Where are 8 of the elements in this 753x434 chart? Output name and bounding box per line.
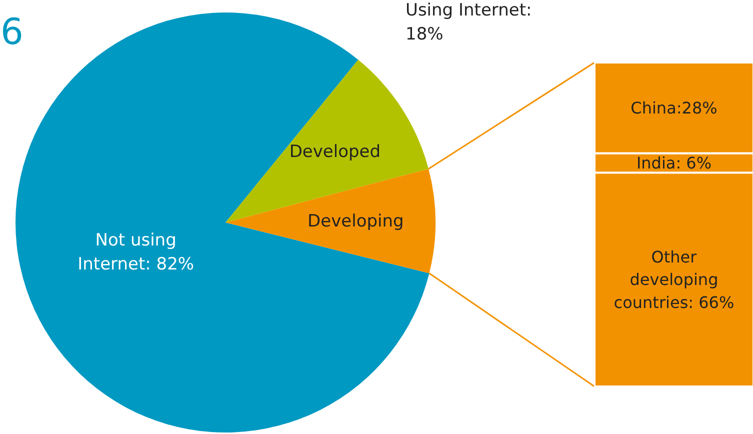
slice-label: Developing [308, 212, 404, 232]
text: 6 [0, 12, 24, 53]
slice-label: Developed [289, 142, 381, 162]
data-label: China:28% [630, 98, 718, 118]
data-label: Other developing countries: 66% [614, 247, 734, 312]
slice-label: Not using Internet: 82% [78, 230, 194, 274]
data-label: India: 6% [636, 153, 712, 172]
text: Using Internet: 18% [406, 0, 532, 44]
